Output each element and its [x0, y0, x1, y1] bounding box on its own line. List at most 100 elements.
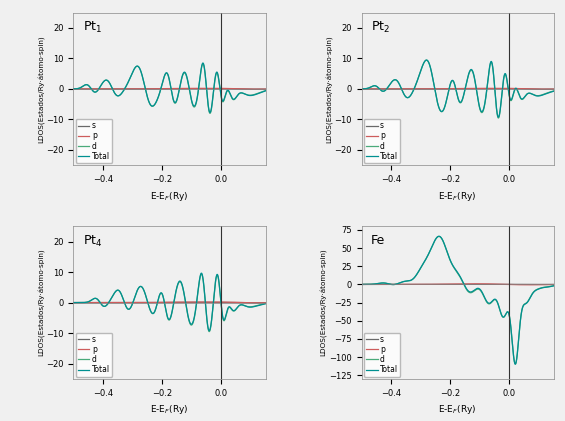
Line: d: d — [362, 237, 554, 364]
d — [238, 91, 245, 96]
p — [550, 87, 557, 92]
s — [262, 300, 269, 305]
p — [472, 281, 479, 286]
s — [92, 300, 99, 305]
s — [380, 86, 387, 91]
Line: d: d — [73, 64, 266, 113]
d — [495, 115, 502, 120]
s — [259, 87, 266, 92]
Total — [103, 303, 110, 308]
d — [144, 93, 150, 99]
Text: Pt$_4$: Pt$_4$ — [83, 234, 103, 249]
Line: d: d — [362, 60, 554, 118]
p — [238, 86, 245, 91]
s — [526, 86, 533, 91]
Total — [440, 240, 447, 245]
s — [432, 282, 438, 287]
p — [255, 300, 262, 305]
Text: Pt$_2$: Pt$_2$ — [371, 20, 390, 35]
p — [152, 300, 159, 305]
p — [207, 299, 214, 304]
s — [476, 282, 483, 287]
Total — [392, 77, 398, 82]
p — [92, 300, 99, 305]
p — [547, 87, 554, 92]
d — [152, 101, 159, 106]
d — [440, 107, 447, 112]
Line: Total: Total — [362, 60, 554, 117]
s — [103, 300, 110, 305]
s — [358, 86, 365, 91]
d — [512, 362, 519, 367]
s — [259, 300, 266, 305]
Text: Pt$_1$: Pt$_1$ — [83, 20, 102, 35]
s — [521, 282, 528, 287]
d — [259, 89, 266, 94]
p — [526, 282, 533, 287]
p — [238, 300, 245, 305]
d — [238, 302, 245, 307]
p — [103, 86, 110, 91]
p — [70, 86, 77, 91]
Total — [512, 362, 519, 367]
p — [103, 300, 110, 305]
p — [259, 300, 266, 305]
p — [259, 87, 266, 92]
Legend: s, p, d, Total: s, p, d, Total — [76, 333, 112, 377]
Total — [198, 271, 205, 276]
Total — [550, 283, 557, 288]
Line: Total: Total — [73, 63, 266, 112]
s — [539, 87, 546, 92]
d — [432, 90, 438, 95]
Total — [392, 282, 398, 287]
X-axis label: E-E$_F$(Ry): E-E$_F$(Ry) — [438, 189, 477, 203]
Total — [440, 107, 447, 112]
Total — [380, 280, 387, 285]
d — [199, 61, 206, 67]
Total — [259, 90, 266, 95]
Total — [70, 300, 77, 305]
d — [152, 307, 159, 312]
d — [262, 88, 269, 93]
Total — [358, 86, 365, 91]
s — [70, 86, 77, 91]
Total — [103, 77, 110, 83]
d — [432, 237, 438, 242]
Total — [262, 88, 269, 93]
d — [259, 301, 266, 306]
d — [380, 280, 387, 285]
Line: s: s — [73, 302, 266, 303]
d — [103, 303, 110, 308]
s — [251, 300, 258, 305]
X-axis label: E-E$_F$(Ry): E-E$_F$(Ry) — [438, 403, 477, 416]
Y-axis label: LDOS(Estados/Ry·átomo·spin): LDOS(Estados/Ry·átomo·spin) — [321, 249, 328, 357]
d — [526, 296, 533, 301]
Total — [144, 93, 150, 99]
Total — [144, 298, 150, 303]
Line: d: d — [73, 274, 266, 332]
s — [392, 86, 398, 91]
s — [144, 86, 150, 91]
X-axis label: E-E$_F$(Ry): E-E$_F$(Ry) — [150, 189, 189, 203]
s — [358, 282, 365, 287]
p — [440, 86, 447, 91]
p — [392, 282, 398, 287]
Total — [526, 91, 533, 96]
p — [358, 86, 365, 91]
s — [251, 87, 258, 92]
Total — [92, 296, 99, 301]
s — [191, 86, 198, 91]
d — [550, 283, 557, 288]
p — [255, 87, 262, 92]
Total — [152, 101, 159, 106]
d — [92, 90, 99, 95]
s — [103, 86, 110, 91]
Total — [238, 91, 245, 96]
s — [547, 282, 554, 287]
Line: p: p — [362, 88, 554, 89]
s — [392, 282, 398, 287]
d — [550, 88, 557, 93]
Total — [262, 301, 269, 306]
s — [479, 86, 486, 91]
p — [432, 282, 438, 287]
